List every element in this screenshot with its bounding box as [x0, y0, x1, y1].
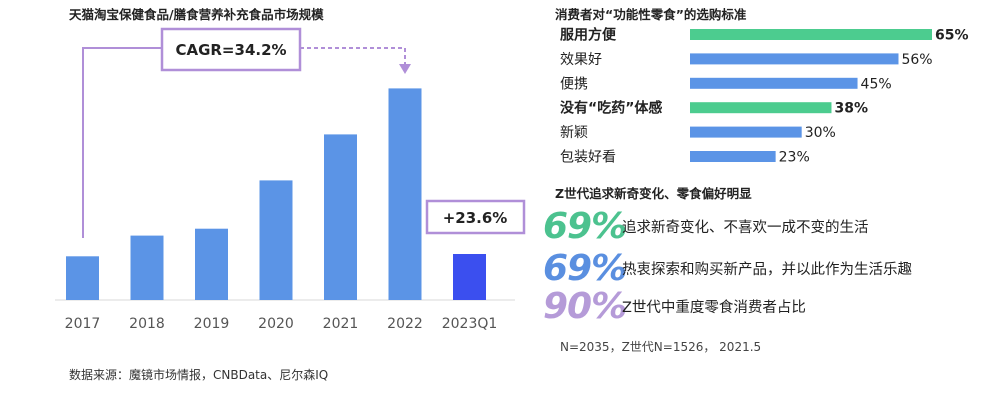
criterion-bar	[690, 151, 776, 162]
x-tick-label: 2022	[387, 316, 423, 332]
market-size-bar-chart: 2017 2018 2019 2020 2021 2022 2023Q1 CAGR=34.2…	[55, 27, 526, 332]
criterion-bar	[690, 102, 832, 114]
criterion-label: 没有“吃药”体感	[560, 100, 662, 117]
criterion-label: 服用方便	[560, 27, 617, 44]
growth-box	[425, 199, 526, 235]
criterion-label: 效果好	[560, 52, 602, 68]
selection-criteria-title: 消费者对“功能性零食”的选购标准	[555, 7, 747, 22]
criterion-value: 45%	[861, 76, 892, 92]
bar-2018	[130, 235, 164, 300]
cagr-connector-right	[300, 47, 406, 66]
x-tick-label: 2021	[323, 316, 359, 332]
gen-z-title: Z世代追求新奇变化、零食偏好明显	[555, 186, 752, 201]
bar-2022	[388, 88, 422, 301]
criterion-bar	[690, 53, 899, 65]
stat-percent: 90%	[543, 286, 627, 327]
cagr-connector	[82, 47, 162, 238]
criterion-value: 30%	[805, 125, 836, 141]
cagr-box	[160, 27, 302, 72]
criterion-value: 65%	[935, 28, 969, 44]
bar-2017	[66, 256, 99, 300]
x-tick-label: 2018	[129, 316, 165, 332]
cagr-arrowhead	[399, 64, 411, 74]
cagr-label: CAGR=34.2%	[175, 41, 286, 59]
criterion-bar	[690, 77, 858, 89]
bar-2020	[259, 180, 293, 300]
sample-note: N=2035，Z世代N=1526， 2021.5	[560, 340, 762, 354]
bar-2019	[195, 228, 228, 300]
criterion-value: 23%	[779, 150, 810, 166]
stat-description: Z世代中重度零食消费者占比	[622, 300, 806, 316]
stat-percent: 69%	[543, 206, 627, 247]
stat-percent: 69%	[543, 248, 627, 289]
criterion-bar	[690, 126, 802, 138]
x-tick-label: 2017	[65, 316, 101, 332]
stat-description: 热衷探索和购买新产品，并以此作为生活乐趣	[622, 262, 912, 278]
bar-2021	[324, 134, 357, 300]
criterion-label: 便携	[560, 76, 588, 92]
growth-label: +23.6%	[443, 209, 508, 227]
stat-description: 追求新奇变化、不喜欢一成不变的生活	[622, 220, 869, 236]
x-tick-label: 2020	[258, 316, 294, 332]
criterion-label: 新颖	[560, 125, 588, 141]
market-size-title: 天猫淘宝保健食品/膳食营养补充食品市场规模	[69, 7, 324, 22]
data-source: 数据来源：魔镜市场情报，CNBData、尼尔森IQ	[69, 368, 329, 382]
bar-2023Q1	[453, 254, 486, 300]
selection-criteria-chart: 服用方便 65% 效果好 56% 便携 45% 没有“吃药”体感 38% 新颖 30% 包装好看 23…	[560, 27, 969, 166]
criterion-value: 56%	[901, 52, 932, 68]
x-tick-label: 2023Q1	[442, 316, 498, 332]
criterion-label: 包装好看	[560, 150, 616, 166]
x-tick-label: 2019	[194, 316, 230, 332]
criterion-bar	[690, 29, 932, 40]
criterion-value: 38%	[834, 101, 868, 117]
